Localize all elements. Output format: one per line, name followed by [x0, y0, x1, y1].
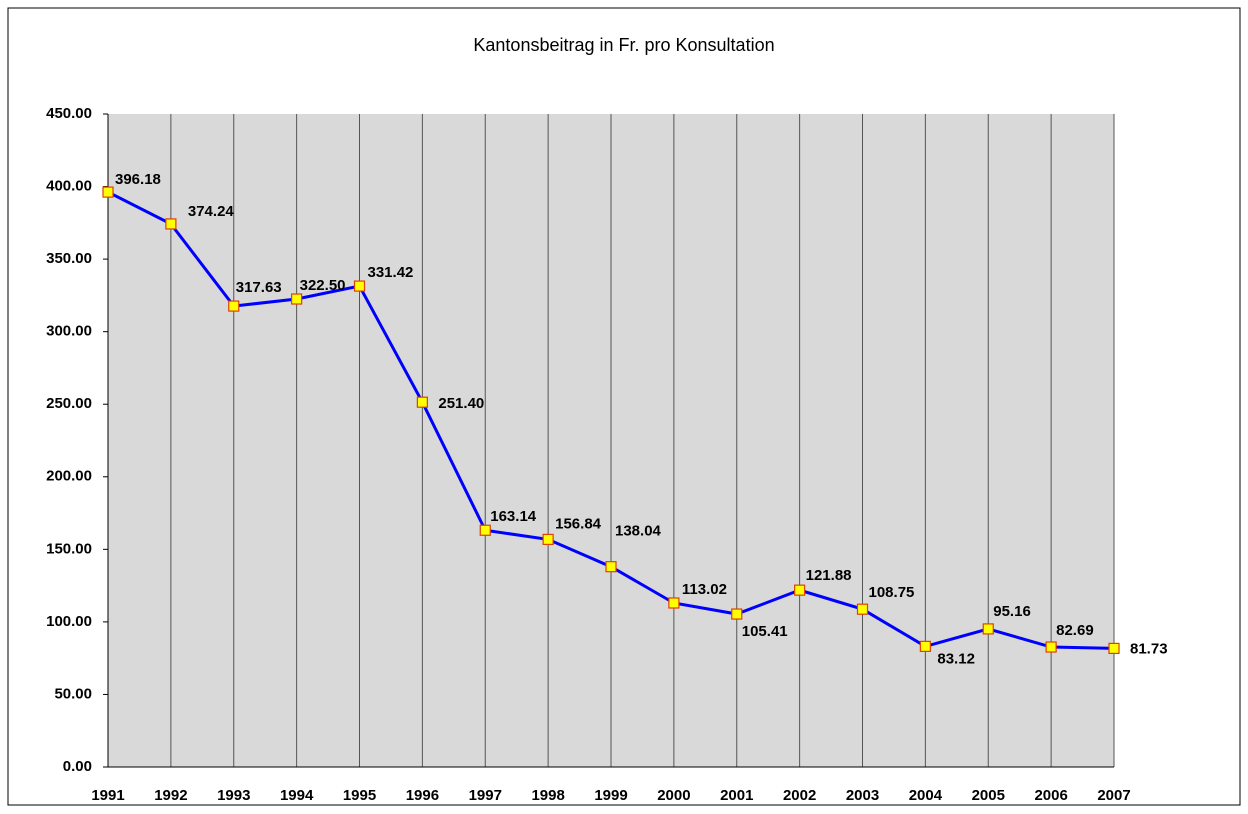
x-tick-label: 1995 — [343, 787, 376, 804]
x-tick-label: 1994 — [280, 787, 314, 804]
x-tick-label: 2007 — [1097, 787, 1130, 804]
data-label: 317.63 — [236, 279, 282, 296]
data-point — [1045, 641, 1057, 653]
x-tick-label: 1992 — [154, 787, 187, 804]
x-tick-label: 2003 — [846, 787, 879, 804]
data-label: 322.50 — [300, 277, 346, 294]
chart-title: Kantonsbeitrag in Fr. pro Konsultation — [473, 35, 774, 55]
data-label: 121.88 — [806, 567, 852, 584]
x-tick-label: 1999 — [594, 787, 627, 804]
data-point — [668, 597, 680, 609]
data-label: 81.73 — [1130, 640, 1168, 657]
x-tick-label: 2002 — [783, 787, 816, 804]
x-tick-label: 1993 — [217, 787, 250, 804]
y-tick-label: 450.00 — [46, 105, 92, 122]
y-tick-label: 0.00 — [63, 758, 92, 775]
y-tick-label: 200.00 — [46, 468, 92, 485]
y-tick-label: 400.00 — [46, 178, 92, 195]
x-tick-label: 2000 — [657, 787, 690, 804]
data-label: 163.14 — [490, 508, 537, 525]
data-label: 374.24 — [188, 203, 235, 220]
data-point — [1108, 642, 1120, 655]
data-label: 138.04 — [615, 523, 662, 540]
x-tick-label: 2005 — [972, 787, 1005, 804]
x-tick-label: 2006 — [1034, 787, 1067, 804]
data-point — [731, 608, 743, 620]
data-label: 82.69 — [1056, 622, 1094, 639]
data-point — [416, 396, 428, 408]
data-label: 83.12 — [937, 650, 975, 667]
x-tick-label: 1997 — [469, 787, 502, 804]
data-point — [982, 623, 994, 635]
data-point — [542, 533, 554, 546]
x-tick-label: 2004 — [909, 787, 943, 804]
data-label: 156.84 — [555, 515, 602, 532]
data-point — [919, 640, 931, 652]
x-tick-label: 2001 — [720, 787, 753, 804]
data-point — [794, 584, 806, 596]
data-point — [228, 300, 240, 312]
y-tick-label: 300.00 — [46, 323, 92, 340]
data-point — [479, 524, 491, 536]
data-label: 396.18 — [115, 171, 161, 188]
x-tick-label: 1996 — [406, 787, 439, 804]
data-label: 113.02 — [682, 581, 727, 598]
data-label: 251.40 — [438, 395, 484, 412]
data-label: 331.42 — [368, 264, 414, 281]
y-tick-label: 250.00 — [46, 395, 92, 412]
y-tick-label: 350.00 — [46, 250, 92, 267]
y-tick-label: 100.00 — [46, 613, 92, 630]
x-tick-label: 1991 — [91, 787, 124, 804]
data-point — [102, 186, 114, 198]
data-point — [291, 293, 303, 305]
data-point — [165, 218, 177, 230]
data-point — [353, 280, 366, 292]
data-label: 105.41 — [742, 623, 788, 640]
data-point — [605, 561, 617, 573]
x-tick-label: 1998 — [531, 787, 564, 804]
y-tick-label: 150.00 — [46, 540, 92, 557]
y-tick-label: 50.00 — [54, 685, 92, 702]
data-label: 95.16 — [993, 603, 1031, 620]
data-point — [856, 603, 869, 615]
data-label: 108.75 — [869, 584, 915, 601]
